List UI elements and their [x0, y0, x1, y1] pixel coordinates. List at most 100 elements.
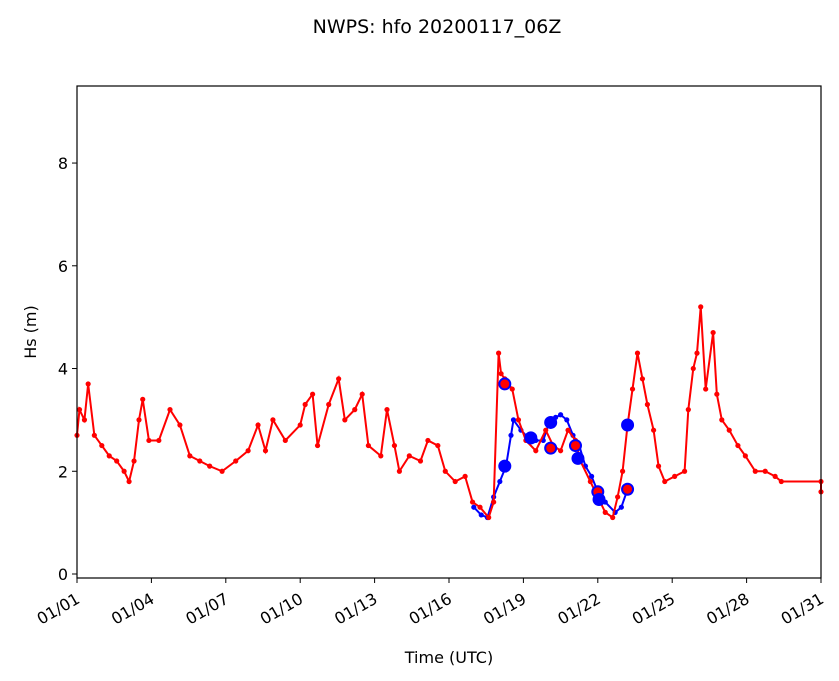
data-point-large	[571, 451, 585, 465]
y-tick-label: 0	[58, 565, 68, 584]
data-point	[589, 473, 595, 479]
data-point	[352, 407, 358, 413]
series-line-observed	[76, 306, 822, 520]
data-point	[634, 350, 641, 356]
data-point	[262, 448, 269, 454]
series-observed	[74, 304, 824, 521]
data-point	[644, 401, 651, 408]
data-point	[126, 478, 132, 485]
data-point	[478, 512, 484, 518]
data-point	[342, 417, 348, 423]
data-point	[359, 391, 365, 397]
data-point	[99, 442, 105, 449]
data-point	[610, 514, 616, 521]
data-point	[302, 401, 308, 408]
data-point	[742, 453, 748, 459]
data-point	[406, 453, 412, 459]
data-point-large	[621, 418, 635, 432]
data-point-large	[544, 415, 558, 429]
data-point	[533, 448, 539, 454]
x-tick-label: 01/31	[778, 589, 827, 629]
data-point	[662, 478, 668, 485]
data-point	[314, 442, 321, 449]
data-point	[378, 453, 384, 459]
data-point	[197, 458, 203, 464]
y-tick-label: 8	[58, 154, 68, 173]
data-point	[564, 417, 570, 423]
data-point	[510, 417, 517, 423]
data-point	[587, 478, 593, 485]
data-point	[629, 386, 636, 392]
data-point	[326, 401, 332, 408]
x-tick-label: 01/04	[108, 589, 157, 629]
data-point	[698, 304, 704, 310]
data-point	[618, 504, 624, 510]
x-tick-label: 01/13	[331, 589, 380, 629]
data-point	[752, 468, 758, 474]
data-point	[140, 396, 146, 402]
data-point	[491, 499, 497, 505]
data-point	[615, 494, 621, 500]
data-point-large	[524, 431, 538, 445]
data-point	[726, 427, 732, 433]
data-point	[719, 417, 725, 423]
data-point	[558, 448, 564, 454]
data-point	[486, 514, 492, 521]
data-point	[558, 412, 564, 418]
data-point	[462, 473, 468, 479]
x-tick-label: 01/28	[703, 589, 752, 629]
data-point	[167, 407, 173, 413]
x-tick-label: 01/25	[629, 589, 678, 629]
data-point	[384, 407, 390, 413]
data-point	[703, 386, 709, 392]
data-point	[442, 468, 448, 474]
data-point-large	[592, 493, 606, 507]
x-tick-label: 01/01	[34, 589, 83, 629]
data-point	[85, 381, 91, 387]
data-point	[131, 458, 137, 464]
y-tick-label: 4	[58, 360, 68, 379]
y-axis-label: Hs (m)	[21, 305, 40, 359]
series-model-at-obs	[498, 377, 635, 507]
x-tick-label: 01/16	[406, 589, 455, 629]
data-point	[772, 473, 778, 479]
data-point	[435, 442, 441, 449]
data-point	[187, 453, 193, 459]
data-point	[270, 417, 276, 423]
data-point	[515, 417, 522, 423]
data-point	[543, 427, 549, 433]
data-point-large	[621, 482, 635, 496]
data-point	[762, 468, 768, 474]
x-tick-label: 01/19	[480, 589, 529, 629]
data-point	[219, 468, 225, 474]
data-point	[778, 478, 784, 485]
data-point	[620, 468, 626, 474]
data-point	[255, 422, 261, 428]
data-point	[365, 442, 371, 449]
data-point	[565, 427, 571, 433]
data-point	[497, 478, 503, 485]
data-point	[690, 365, 696, 372]
data-point	[710, 329, 716, 336]
plot-frame	[76, 85, 822, 579]
data-point	[310, 391, 316, 397]
y-tick-label: 2	[58, 462, 68, 481]
data-point-large	[544, 441, 558, 455]
data-point	[106, 453, 112, 459]
data-point	[81, 417, 88, 423]
data-point	[672, 473, 678, 479]
data-point	[682, 468, 688, 474]
data-point	[121, 468, 127, 474]
data-point	[714, 391, 720, 397]
data-point	[496, 350, 502, 356]
data-point	[685, 407, 691, 413]
data-point	[425, 437, 431, 444]
data-point	[156, 437, 162, 444]
data-point	[136, 417, 142, 423]
data-point	[498, 371, 504, 377]
data-point-large	[498, 377, 512, 391]
data-point	[391, 442, 398, 449]
data-point	[655, 463, 662, 469]
data-point	[282, 437, 288, 444]
